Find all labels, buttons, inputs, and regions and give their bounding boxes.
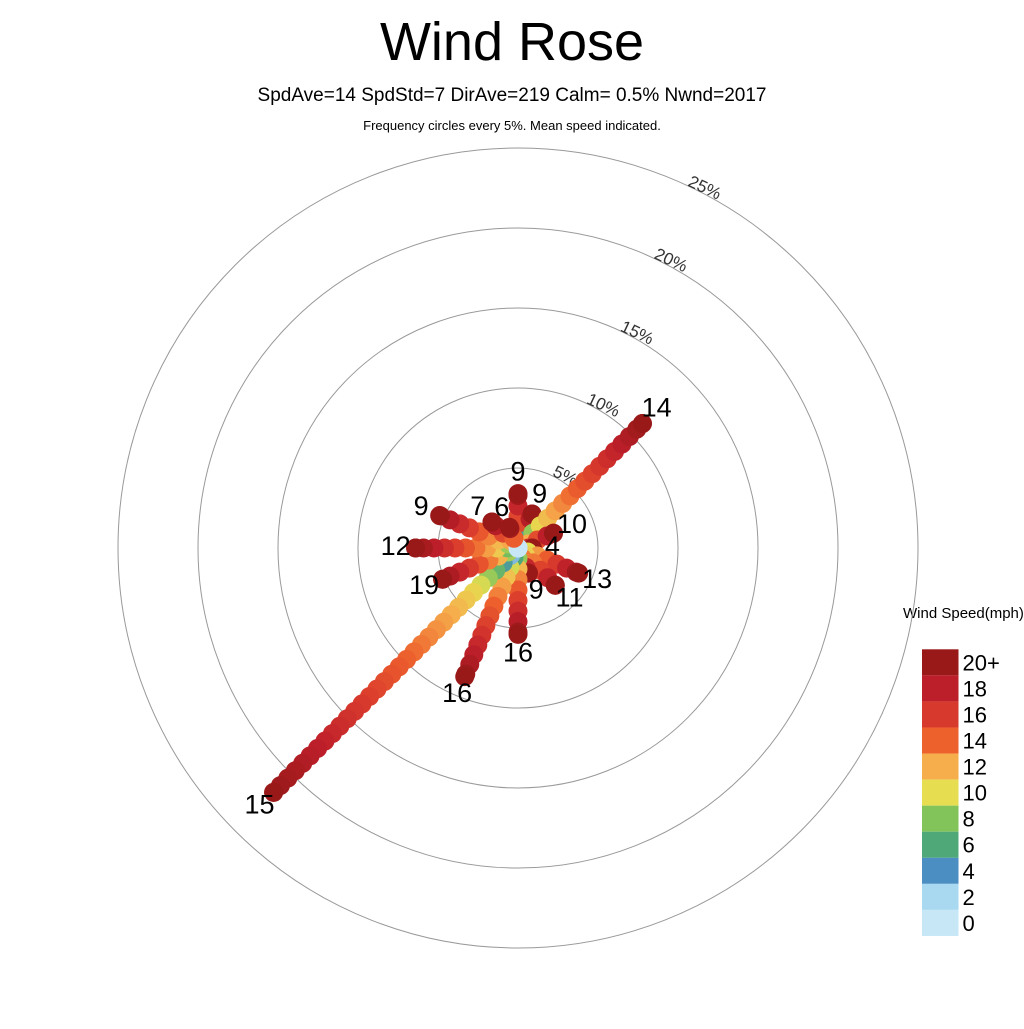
svg-text:SpdAve=14 SpdStd=7 DirAve=21: SpdAve=14 SpdStd=7 DirAve=219 Calm= 0.5%… <box>258 85 767 106</box>
svg-text:16: 16 <box>503 638 533 668</box>
svg-text:4: 4 <box>545 531 560 561</box>
svg-text:10: 10 <box>963 781 987 806</box>
svg-text:9: 9 <box>414 491 429 521</box>
svg-text:4: 4 <box>963 859 975 884</box>
svg-text:Wind Rose: Wind Rose <box>380 12 644 72</box>
svg-text:Frequency circles every 5%. Me: Frequency circles every 5%. Mean speed i… <box>363 118 661 133</box>
svg-text:2: 2 <box>963 885 975 910</box>
svg-text:16: 16 <box>442 678 472 708</box>
svg-text:6: 6 <box>494 492 509 522</box>
svg-text:20+: 20+ <box>963 650 1000 675</box>
svg-text:12: 12 <box>381 531 411 561</box>
svg-text:11: 11 <box>555 583 583 613</box>
svg-text:6: 6 <box>963 833 975 858</box>
svg-text:15: 15 <box>244 790 274 820</box>
svg-text:9: 9 <box>532 479 547 509</box>
svg-text:12: 12 <box>963 755 987 780</box>
svg-text:14: 14 <box>963 729 987 754</box>
svg-text:Wind Speed(mph): Wind Speed(mph) <box>903 605 1024 622</box>
svg-text:18: 18 <box>963 676 987 701</box>
svg-text:9: 9 <box>510 457 525 487</box>
svg-text:9: 9 <box>529 575 544 605</box>
svg-text:14: 14 <box>642 393 672 423</box>
svg-text:8: 8 <box>963 807 975 832</box>
svg-text:7: 7 <box>470 491 485 521</box>
svg-text:16: 16 <box>963 702 987 727</box>
svg-text:0: 0 <box>963 911 975 936</box>
svg-text:10: 10 <box>557 509 587 539</box>
svg-text:19: 19 <box>409 570 439 600</box>
svg-text:13: 13 <box>582 564 612 594</box>
